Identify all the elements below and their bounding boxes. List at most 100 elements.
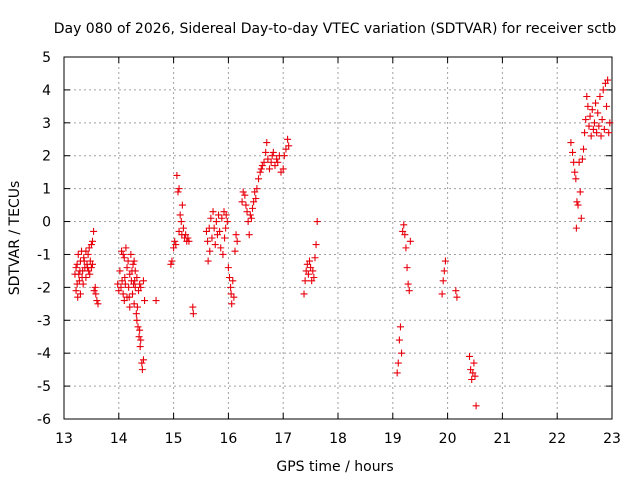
data-point [574, 201, 582, 209]
data-point [184, 234, 192, 242]
data-point [605, 129, 613, 137]
data-point [406, 237, 414, 245]
data-point [132, 310, 140, 318]
data-point [585, 122, 593, 130]
data-point [119, 250, 127, 258]
data-point [452, 287, 460, 295]
y-tick-label: 1 [42, 182, 51, 198]
data-point [73, 280, 81, 288]
data-point [402, 244, 410, 252]
data-point [122, 244, 130, 252]
data-point [573, 198, 581, 206]
data-point [136, 326, 144, 334]
data-point [189, 303, 197, 311]
data-point [280, 152, 288, 160]
data-point [139, 356, 147, 364]
data-point [227, 283, 235, 291]
data-point [313, 218, 321, 226]
data-point [76, 290, 84, 298]
data-point [72, 287, 80, 295]
data-point [216, 227, 224, 235]
data-point [596, 92, 604, 100]
data-point [138, 366, 146, 374]
data-point [90, 287, 98, 295]
data-point [246, 211, 254, 219]
data-point [92, 290, 100, 298]
data-point [133, 303, 141, 311]
data-point [258, 162, 266, 170]
data-point [267, 158, 275, 166]
data-point [121, 273, 129, 281]
data-point [212, 218, 220, 226]
data-point [75, 270, 83, 278]
x-tick-label: 21 [493, 431, 511, 447]
data-point [225, 273, 233, 281]
data-point [130, 280, 138, 288]
data-point [603, 102, 611, 110]
data-point [580, 145, 588, 153]
data-point [204, 257, 212, 265]
data-point [403, 264, 411, 272]
data-point [129, 260, 137, 268]
data-point [576, 188, 584, 196]
x-axis-label: GPS time / hours [276, 459, 393, 475]
data-point [471, 372, 479, 380]
data-point [604, 76, 612, 84]
x-tick-label: 13 [55, 431, 73, 447]
data-point [87, 241, 95, 249]
data-point [209, 208, 217, 216]
data-point [215, 211, 223, 219]
data-point [599, 86, 607, 94]
data-point [172, 241, 180, 249]
data-point [74, 250, 82, 258]
data-point [589, 125, 597, 133]
data-point [90, 227, 98, 235]
data-point [208, 234, 216, 242]
x-tick-label: 18 [329, 431, 347, 447]
data-point [233, 237, 241, 245]
data-point [131, 277, 139, 285]
data-point [312, 241, 320, 249]
data-point [130, 257, 138, 265]
data-point [129, 290, 136, 298]
data-point [577, 214, 585, 222]
data-point [249, 204, 257, 212]
data-point [76, 267, 84, 275]
y-tick-label: -3 [37, 313, 51, 329]
data-point [441, 257, 449, 265]
data-point [228, 300, 236, 308]
data-point [242, 201, 250, 209]
data-point [268, 152, 276, 160]
data-point [133, 316, 141, 324]
data-point [401, 231, 409, 239]
data-point [396, 323, 404, 331]
data-point [222, 224, 230, 232]
data-point [590, 119, 598, 127]
data-point [269, 148, 277, 156]
data-point [245, 231, 253, 239]
data-point [204, 237, 212, 245]
data-point [232, 231, 240, 239]
data-point [189, 310, 197, 318]
data-point [123, 264, 131, 272]
y-tick-label: 0 [42, 215, 51, 231]
data-point [247, 214, 255, 222]
grid-lines [64, 57, 612, 419]
data-point [126, 303, 134, 311]
data-point [398, 349, 406, 357]
data-point [222, 211, 230, 219]
data-point [217, 244, 225, 252]
data-point [152, 297, 160, 305]
data-point [176, 211, 184, 219]
data-point [582, 116, 590, 124]
data-points [71, 76, 614, 410]
data-point [206, 247, 214, 255]
data-point [168, 257, 176, 265]
x-tick-label: 19 [384, 431, 402, 447]
data-point [606, 119, 614, 127]
data-point [575, 158, 583, 166]
data-point [279, 165, 287, 173]
y-tick-label: 5 [42, 50, 51, 66]
data-point [141, 297, 149, 305]
